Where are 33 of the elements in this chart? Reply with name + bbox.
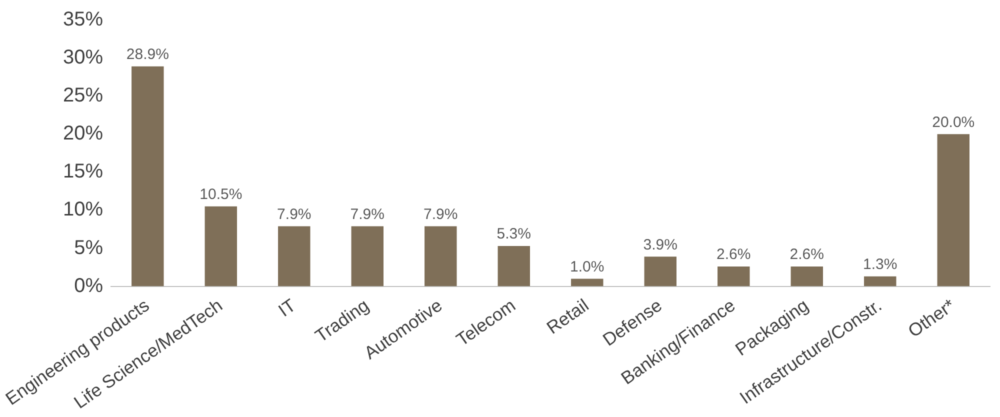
bar — [278, 226, 310, 286]
bar — [937, 134, 970, 286]
bar — [571, 278, 604, 286]
data-label: 28.9% — [126, 46, 169, 64]
bar — [132, 66, 164, 286]
data-label: 5.3% — [496, 226, 531, 243]
y-tick-label: 5% — [74, 236, 104, 259]
data-label: 20.0% — [932, 114, 975, 131]
data-label: 7.9% — [350, 206, 384, 223]
y-tick-label: 10% — [63, 198, 104, 221]
y-tick-label: 25% — [63, 84, 104, 107]
bar — [424, 226, 457, 286]
bar — [204, 206, 238, 286]
data-label: 10.5% — [200, 186, 242, 204]
y-tick-label: 30% — [63, 46, 104, 69]
bar — [351, 226, 384, 286]
data-label: 1.3% — [863, 256, 898, 274]
y-tick-label: 0% — [74, 274, 104, 297]
data-label: 2.6% — [790, 246, 824, 264]
bar — [644, 256, 676, 286]
bar — [864, 276, 896, 286]
bar — [790, 266, 823, 286]
bar — [718, 266, 750, 286]
x-tick-label: IT — [274, 295, 300, 321]
data-label: 7.9% — [277, 206, 312, 223]
y-tick-label: 20% — [63, 122, 104, 145]
y-tick-label: 35% — [63, 8, 104, 31]
data-label: 7.9% — [424, 206, 458, 223]
data-label: 1.0% — [570, 258, 604, 276]
y-tick-label: 15% — [63, 160, 104, 183]
data-label: 3.9% — [643, 236, 678, 254]
data-label: 2.6% — [716, 246, 751, 264]
bar — [498, 246, 530, 286]
